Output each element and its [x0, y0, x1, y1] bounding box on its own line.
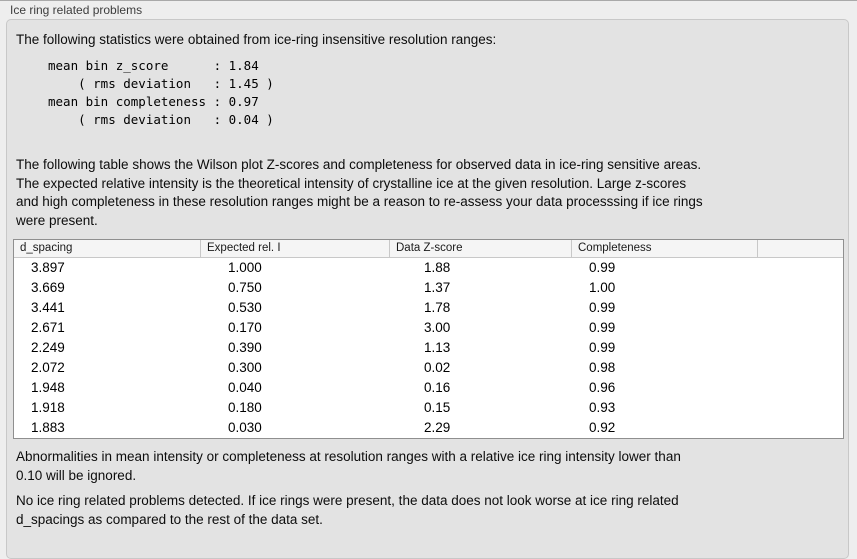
table-row[interactable]: 1.948 0.040 0.16 0.96 [14, 378, 843, 398]
table-header-row: d_spacing Expected rel. I Data Z-score Comp… [14, 240, 843, 258]
table-row[interactable]: 2.671 0.170 3.00 0.99 [14, 318, 843, 338]
table-cell: 3.669 [31, 280, 65, 295]
table-cell: 2.671 [31, 320, 65, 335]
table-cell: 0.99 [589, 260, 616, 275]
ignore-note-text: Abnormalities in mean intensity or compl… [16, 449, 681, 483]
table-row[interactable]: 3.441 0.530 1.78 0.99 [14, 298, 843, 318]
table-cell [758, 258, 843, 278]
table-cell: 1.37 [424, 280, 451, 295]
table-cell: 1.88 [424, 260, 451, 275]
table-cell: 0.750 [228, 280, 262, 295]
column-header-data-z-score[interactable]: Data Z-score [390, 240, 572, 257]
table-cell: 0.98 [589, 360, 616, 375]
table-cell: 0.99 [589, 340, 616, 355]
table-cell [758, 318, 843, 338]
column-header-d-spacing[interactable]: d_spacing [14, 240, 201, 257]
intro-text: The following statistics were obtained f… [16, 32, 497, 47]
table-cell: 0.99 [589, 300, 616, 315]
column-header-blank[interactable] [758, 240, 843, 257]
table-cell: 1.883 [31, 420, 65, 435]
table-cell: 1.918 [31, 400, 65, 415]
column-header-expected-rel-i[interactable]: Expected rel. I [201, 240, 390, 257]
table-row[interactable]: 3.669 0.750 1.37 1.00 [14, 278, 843, 298]
column-header-completeness[interactable]: Completeness [572, 240, 758, 257]
table-body: 3.897 1.000 1.88 0.99 3.669 0.750 1.37 1.00 3.44… [14, 258, 843, 438]
table-cell: 0.93 [589, 400, 616, 415]
table-cell: 1.78 [424, 300, 451, 315]
table-cell: 0.92 [589, 420, 616, 435]
table-cell [758, 298, 843, 318]
table-cell [758, 398, 843, 418]
table-cell: 0.030 [228, 420, 262, 435]
table-cell: 2.072 [31, 360, 65, 375]
table-cell [758, 378, 843, 398]
conclusion-text: No ice ring related problems detected. I… [16, 493, 679, 527]
table-description-text: The following table shows the Wilson plo… [16, 157, 703, 228]
table-cell: 1.00 [589, 280, 616, 295]
table-cell [758, 278, 843, 298]
table-row[interactable]: 3.897 1.000 1.88 0.99 [14, 258, 843, 278]
table-row[interactable]: 2.249 0.390 1.13 0.99 [14, 338, 843, 358]
table-cell: 1.000 [228, 260, 262, 275]
panel-top-divider [0, 0, 857, 1]
table-cell: 0.530 [228, 300, 262, 315]
stats-block: mean bin z_score : 1.84 ( rms deviation … [48, 58, 274, 127]
table-cell: 3.00 [424, 320, 451, 335]
table-cell [758, 358, 843, 378]
table-cell: 1.13 [424, 340, 451, 355]
table-cell: 2.249 [31, 340, 65, 355]
table-cell [758, 338, 843, 358]
table-cell: 0.02 [424, 360, 451, 375]
table-cell: 0.390 [228, 340, 262, 355]
table-cell: 3.897 [31, 260, 65, 275]
table-cell: 2.29 [424, 420, 451, 435]
table-cell: 0.15 [424, 400, 451, 415]
table-row[interactable]: 2.072 0.300 0.02 0.98 [14, 358, 843, 378]
ice-ring-table[interactable]: d_spacing Expected rel. I Data Z-score Comp… [13, 239, 844, 439]
table-cell [758, 418, 843, 438]
table-cell: 0.180 [228, 400, 262, 415]
section-title: Ice ring related problems [10, 3, 143, 17]
table-row[interactable]: 1.883 0.030 2.29 0.92 [14, 418, 843, 438]
table-cell: 0.96 [589, 380, 616, 395]
table-cell: 3.441 [31, 300, 65, 315]
table-cell: 0.99 [589, 320, 616, 335]
table-cell: 0.300 [228, 360, 262, 375]
table-cell: 1.948 [31, 380, 65, 395]
table-row[interactable]: 1.918 0.180 0.15 0.93 [14, 398, 843, 418]
table-cell: 0.040 [228, 380, 262, 395]
table-cell: 0.16 [424, 380, 451, 395]
table-cell: 0.170 [228, 320, 262, 335]
